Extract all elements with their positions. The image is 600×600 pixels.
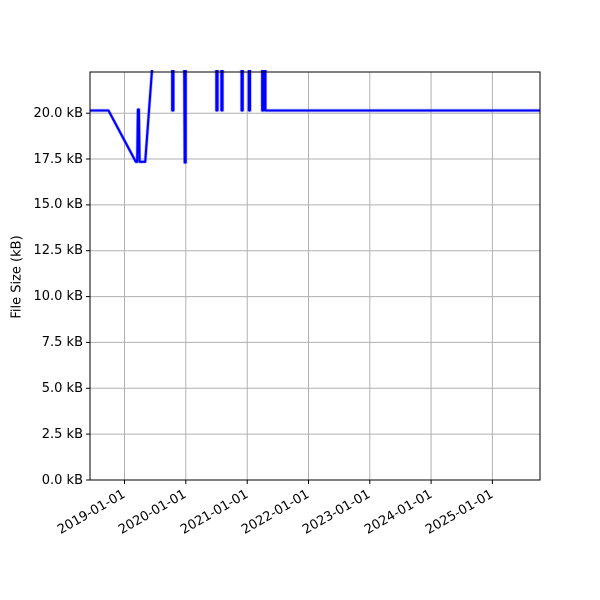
y-tick-label: 15.0 kB — [33, 197, 83, 213]
y-tick-label: 12.5 kB — [33, 243, 83, 259]
gridlines — [90, 72, 540, 481]
y-tick-label: 17.5 kB — [33, 151, 83, 167]
y-tick-label: 5.0 kB — [41, 380, 83, 396]
y-tick-label: 20.0 kB — [33, 105, 83, 121]
axis-tick-marks — [86, 112, 493, 484]
plot-border — [89, 71, 541, 481]
file-size-line — [90, 70, 540, 164]
y-tick-label: 10.0 kB — [33, 289, 83, 305]
y-axis-title: File Size (kB) — [9, 235, 25, 319]
data-series — [90, 70, 540, 165]
y-tick-label: 0.0 kB — [41, 472, 83, 488]
y-tick-label: 2.5 kB — [41, 426, 83, 442]
y-tick-label: 7.5 kB — [41, 334, 83, 350]
